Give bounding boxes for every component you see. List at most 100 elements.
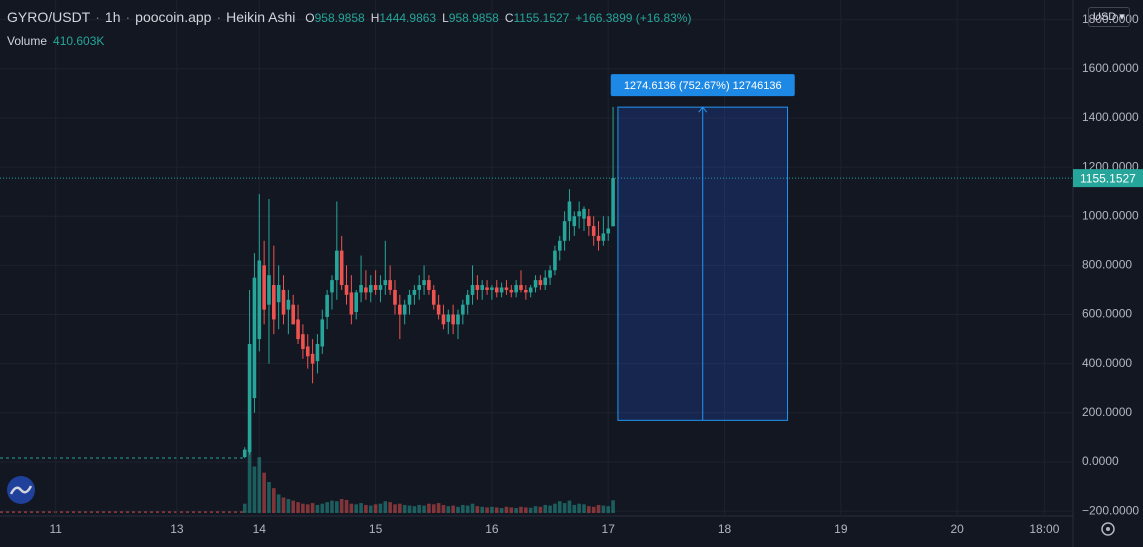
ohlc-key: L: [442, 11, 449, 25]
volume-bar: [349, 503, 354, 513]
ohlc-key: H: [370, 11, 380, 25]
volume-legend: Volume 410.603K: [7, 34, 104, 48]
candle-body: [276, 285, 281, 303]
candle-body: [257, 260, 262, 340]
volume-bar: [359, 503, 363, 513]
x-tick-label: 14: [253, 522, 267, 536]
volume-bar: [543, 504, 548, 513]
candle-body: [591, 226, 596, 236]
y-tick-label: 0.0000: [1082, 454, 1119, 468]
candle-body: [470, 285, 475, 295]
volume-bar: [519, 506, 523, 513]
volume-bar: [490, 506, 494, 513]
volume-bar: [577, 503, 581, 513]
volume-bar: [441, 504, 446, 513]
y-tick-label: 200.0000: [1082, 405, 1132, 419]
candle-body: [315, 344, 320, 362]
candle-body: [533, 280, 538, 288]
volume-bar: [383, 501, 388, 513]
volume-bar: [596, 504, 601, 513]
ohlc-key: C: [504, 11, 514, 25]
volume-bar: [247, 438, 252, 513]
candle-body: [242, 449, 247, 458]
volume-bar: [242, 503, 247, 513]
volume-bar: [465, 505, 470, 513]
ohlc-key: O: [305, 11, 315, 25]
volume-bar: [393, 504, 397, 513]
volume-bar: [528, 507, 533, 513]
candle-body: [359, 285, 363, 293]
candle-body: [412, 289, 417, 295]
y-tick-label: 1800.0000: [1082, 12, 1139, 26]
candle-body: [310, 353, 315, 364]
measure-label: 1274.6136 (752.67%) 12746136: [624, 80, 782, 92]
candle-body: [465, 294, 470, 305]
y-tick-label: 1600.0000: [1082, 61, 1139, 75]
volume-bar: [611, 500, 615, 513]
last-price-label: 1155.1527: [1080, 171, 1136, 185]
candle-body: [431, 289, 436, 305]
candle-body: [349, 292, 354, 315]
volume-bar: [591, 506, 596, 513]
candle-body: [344, 285, 349, 295]
candle-body: [475, 285, 480, 290]
volume-bar: [267, 482, 271, 513]
ohlc-value: 1444.9863: [379, 11, 437, 25]
candle-body: [296, 319, 300, 340]
candle-body: [286, 299, 291, 310]
x-tick-label: 11: [49, 522, 62, 536]
candle-body: [606, 228, 611, 234]
volume-bar: [325, 502, 329, 513]
volume-bar: [276, 494, 281, 513]
candle-body: [499, 287, 504, 293]
candle-body: [587, 216, 591, 227]
volume-bar: [398, 503, 402, 513]
volume-bar: [291, 500, 296, 513]
candle-body: [557, 240, 562, 251]
currency-button[interactable]: USD ▾: [1088, 7, 1130, 27]
ohlc-value: 1155.1527: [513, 11, 570, 25]
candle-body: [402, 304, 407, 315]
volume-bar: [402, 504, 407, 513]
x-tick-label: 15: [369, 522, 383, 536]
candle-body: [494, 287, 499, 293]
ohlc-value: 958.9858: [448, 11, 499, 25]
volume-bar: [524, 507, 528, 513]
volume-bar: [373, 504, 378, 513]
candle-body: [305, 346, 310, 357]
volume-bar: [514, 508, 518, 513]
candle-body: [553, 250, 557, 271]
candle-body: [577, 211, 581, 217]
candle-body: [330, 280, 334, 293]
candle-body: [320, 319, 325, 347]
volume-bar: [504, 506, 509, 513]
candle-body: [339, 250, 344, 286]
candle-body: [427, 280, 431, 290]
style: Heikin Ashi: [226, 9, 296, 25]
volume-bar: [446, 506, 451, 513]
volume-bar: [557, 501, 562, 513]
logo: [7, 476, 35, 504]
y-tick-label: 1000.0000: [1082, 208, 1139, 222]
volume-bar: [344, 499, 349, 513]
candle-body: [417, 285, 422, 290]
volume-bar: [335, 501, 339, 513]
volume-bar: [364, 504, 368, 513]
candle-body: [538, 280, 543, 286]
volume-bar: [494, 507, 499, 513]
volume-bar: [562, 503, 567, 513]
candle-body: [601, 233, 606, 241]
candle-body: [509, 289, 514, 293]
volume-bar: [533, 506, 538, 513]
volume-bar: [582, 504, 586, 513]
volume-bar: [548, 505, 552, 513]
volume-bar: [456, 506, 460, 513]
candle-body: [562, 221, 567, 241]
candle-body: [267, 275, 271, 305]
source: poocoin.app: [135, 9, 212, 25]
settings-icon[interactable]: [1101, 522, 1115, 536]
volume-bar: [606, 506, 611, 513]
symbol: GYRO/USDT: [7, 9, 91, 25]
x-tick-label: 16: [485, 522, 499, 536]
measure-arrow-head: [698, 106, 708, 113]
